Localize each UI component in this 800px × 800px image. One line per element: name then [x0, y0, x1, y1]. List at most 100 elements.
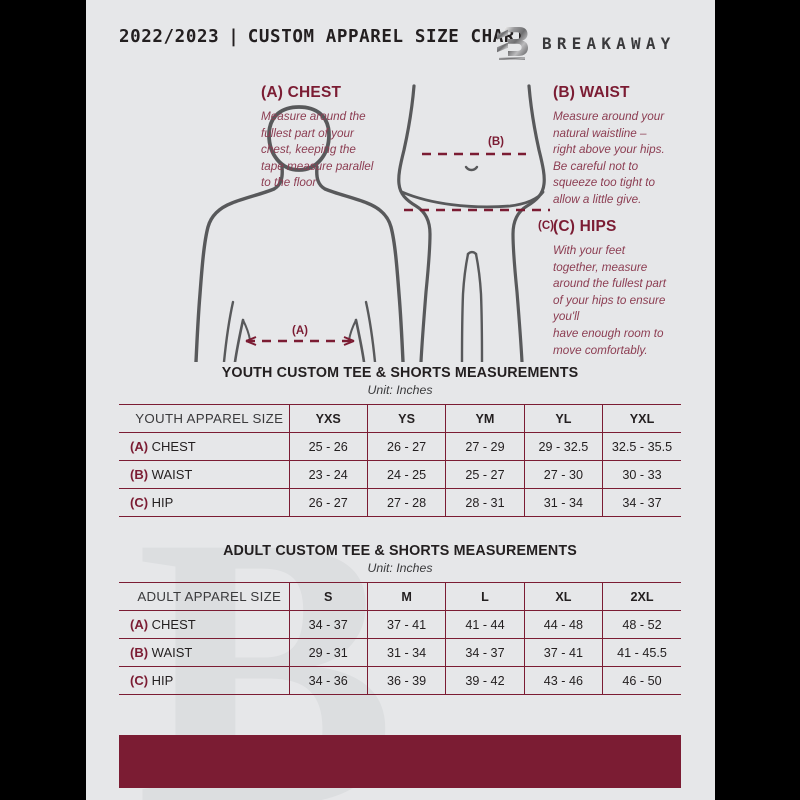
upper-body-outline	[194, 105, 405, 362]
youth-hip-yl: 31 - 34	[524, 488, 604, 517]
instruction-heading-chest: (A) CHEST	[261, 84, 342, 101]
instruction-block-hips: (C) HIPS With your feet together, measur…	[553, 218, 701, 359]
chest-measure-label: (A)	[292, 325, 308, 337]
youth-hip-ys: 27 - 28	[367, 488, 447, 517]
adult-column-header-2xl: 2XL	[602, 582, 681, 611]
youth-column-header-yxl: YXL	[602, 404, 681, 433]
adult-waist-l: 34 - 37	[445, 638, 525, 667]
youth-column-header-yxs: YXS	[289, 404, 368, 433]
youth-table-title: YOUTH CUSTOM TEE & SHORTS MEASUREMENTS	[221, 365, 579, 381]
adult-measurements-table: ADULT APPAREL SIZE S M L XL 2XL (A) CHEST 34 - …	[119, 582, 681, 695]
adult-waist-2xl: 41 - 45.5	[602, 638, 681, 667]
table-row: (C) HIP 34 - 36 36 - 39 39 - 42 43 - 46 46 - …	[119, 666, 681, 695]
measure-label: CHEST	[148, 439, 196, 454]
instruction-body-chest: Measure around the fullest part of your …	[261, 110, 374, 190]
youth-chest-ym: 27 - 29	[445, 432, 525, 461]
youth-table-header-row: YOUTH APPAREL SIZE YXS YS YM YL YXL	[119, 404, 681, 433]
youth-waist-ym: 25 - 27	[445, 460, 525, 489]
size-chart-page: B 2022/2023 | CUSTOM APPAREL SIZE CHART	[86, 0, 715, 800]
youth-waist-ys: 24 - 25	[367, 460, 447, 489]
table-row: (A) CHEST 34 - 37 37 - 41 41 - 44 44 - 48 48 …	[119, 610, 681, 639]
adult-chest-2xl: 48 - 52	[602, 610, 681, 639]
adult-measurements-section: ADULT CUSTOM TEE & SHORTS MEASUREMENTS U…	[119, 543, 681, 695]
youth-size-column-header: YOUTH APPAREL SIZE	[119, 404, 290, 433]
measure-tag: (C)	[130, 673, 149, 688]
adult-chest-s: 34 - 37	[289, 610, 368, 639]
brand-name: BREAKAWAY	[542, 33, 676, 53]
footer-bar	[119, 735, 681, 788]
youth-measurements-table: YOUTH APPAREL SIZE YXS YS YM YL YXL (A) CHEST 2…	[119, 404, 681, 517]
youth-hip-ym: 28 - 31	[445, 488, 525, 517]
instruction-heading-waist: (B) WAIST	[553, 84, 630, 101]
measure-label: HIP	[148, 495, 174, 510]
hip-measure-label: (C)	[538, 220, 554, 232]
body-measurement-diagram: (A) (B) (C)	[194, 84, 554, 362]
measure-tag: (A)	[130, 439, 149, 454]
youth-column-header-ym: YM	[445, 404, 525, 433]
measure-tag: (B)	[130, 467, 149, 482]
table-row: (C) HIP 26 - 27 27 - 28 28 - 31 31 - 34 34 - …	[119, 488, 681, 517]
youth-chest-yxl: 32.5 - 35.5	[602, 432, 681, 461]
youth-column-header-ys: YS	[367, 404, 447, 433]
instruction-heading-hips: (C) HIPS	[553, 218, 617, 235]
youth-row-label-chest: (A) CHEST	[119, 432, 290, 461]
youth-waist-yl: 27 - 30	[524, 460, 604, 489]
measure-label: HIP	[148, 673, 174, 688]
waist-measure-label: (B)	[488, 136, 504, 148]
instruction-block-chest: (A) CHEST Measure around the fullest par…	[261, 84, 406, 192]
youth-row-label-waist: (B) WAIST	[119, 460, 290, 489]
measure-tag: (B)	[130, 645, 149, 660]
adult-table-unit: Unit: Inches	[367, 561, 433, 575]
header-title-group: 2022/2023 | CUSTOM APPAREL SIZE CHART	[119, 27, 526, 47]
youth-chest-yl: 29 - 32.5	[524, 432, 604, 461]
adult-column-header-s: S	[289, 582, 368, 611]
adult-chest-l: 41 - 44	[445, 610, 525, 639]
youth-chest-yxs: 25 - 26	[289, 432, 368, 461]
adult-row-label-chest: (A) CHEST	[119, 610, 290, 639]
chest-measure-line	[245, 336, 355, 346]
table-row: (A) CHEST 25 - 26 26 - 27 27 - 29 29 - 32.5 3…	[119, 432, 681, 461]
youth-hip-yxs: 26 - 27	[289, 488, 368, 517]
lower-body-outline	[397, 84, 546, 362]
brand-lockup: BREAKAWAY	[495, 22, 676, 64]
instruction-block-waist: (B) WAIST Measure around your natural wa…	[553, 84, 698, 209]
adult-column-header-l: L	[445, 582, 525, 611]
page-header: 2022/2023 | CUSTOM APPAREL SIZE CHART	[86, 22, 715, 62]
youth-waist-yxs: 23 - 24	[289, 460, 368, 489]
adult-waist-m: 31 - 34	[367, 638, 447, 667]
adult-column-header-xl: XL	[524, 582, 604, 611]
instruction-body-waist: Measure around your natural waistline – …	[553, 110, 665, 207]
youth-column-header-yl: YL	[524, 404, 604, 433]
measure-tag: (C)	[130, 495, 149, 510]
page-title: CUSTOM APPAREL SIZE CHART	[247, 27, 527, 47]
adult-hip-l: 39 - 42	[445, 666, 525, 695]
table-row: (B) WAIST 29 - 31 31 - 34 34 - 37 37 - 41 41 …	[119, 638, 681, 667]
breakaway-b-monogram-icon	[497, 27, 528, 60]
adult-chest-m: 37 - 41	[367, 610, 447, 639]
youth-measurements-section: YOUTH CUSTOM TEE & SHORTS MEASUREMENTS U…	[119, 365, 681, 517]
table-row: (B) WAIST 23 - 24 24 - 25 25 - 27 27 - 30 30 …	[119, 460, 681, 489]
youth-chest-ys: 26 - 27	[367, 432, 447, 461]
measure-label: WAIST	[148, 645, 193, 660]
adult-waist-s: 29 - 31	[289, 638, 368, 667]
adult-hip-s: 34 - 36	[289, 666, 368, 695]
header-separator: |	[228, 27, 239, 47]
youth-waist-yxl: 30 - 33	[602, 460, 681, 489]
measure-label: CHEST	[148, 617, 196, 632]
adult-row-label-waist: (B) WAIST	[119, 638, 290, 667]
adult-table-header-row: ADULT APPAREL SIZE S M L XL 2XL	[119, 582, 681, 611]
adult-chest-xl: 44 - 48	[524, 610, 604, 639]
measure-tag: (A)	[130, 617, 149, 632]
adult-hip-xl: 43 - 46	[524, 666, 604, 695]
youth-row-label-hip: (C) HIP	[119, 488, 290, 517]
adult-waist-xl: 37 - 41	[524, 638, 604, 667]
youth-hip-yxl: 34 - 37	[602, 488, 681, 517]
youth-table-unit: Unit: Inches	[367, 383, 433, 397]
instruction-body-hips: With your feet together, measure around …	[553, 244, 667, 357]
adult-row-label-hip: (C) HIP	[119, 666, 290, 695]
adult-size-column-header: ADULT APPAREL SIZE	[119, 582, 290, 611]
adult-hip-2xl: 46 - 50	[602, 666, 681, 695]
adult-table-title: ADULT CUSTOM TEE & SHORTS MEASUREMENTS	[223, 543, 577, 559]
adult-column-header-m: M	[367, 582, 447, 611]
season-label: 2022/2023	[119, 27, 220, 47]
